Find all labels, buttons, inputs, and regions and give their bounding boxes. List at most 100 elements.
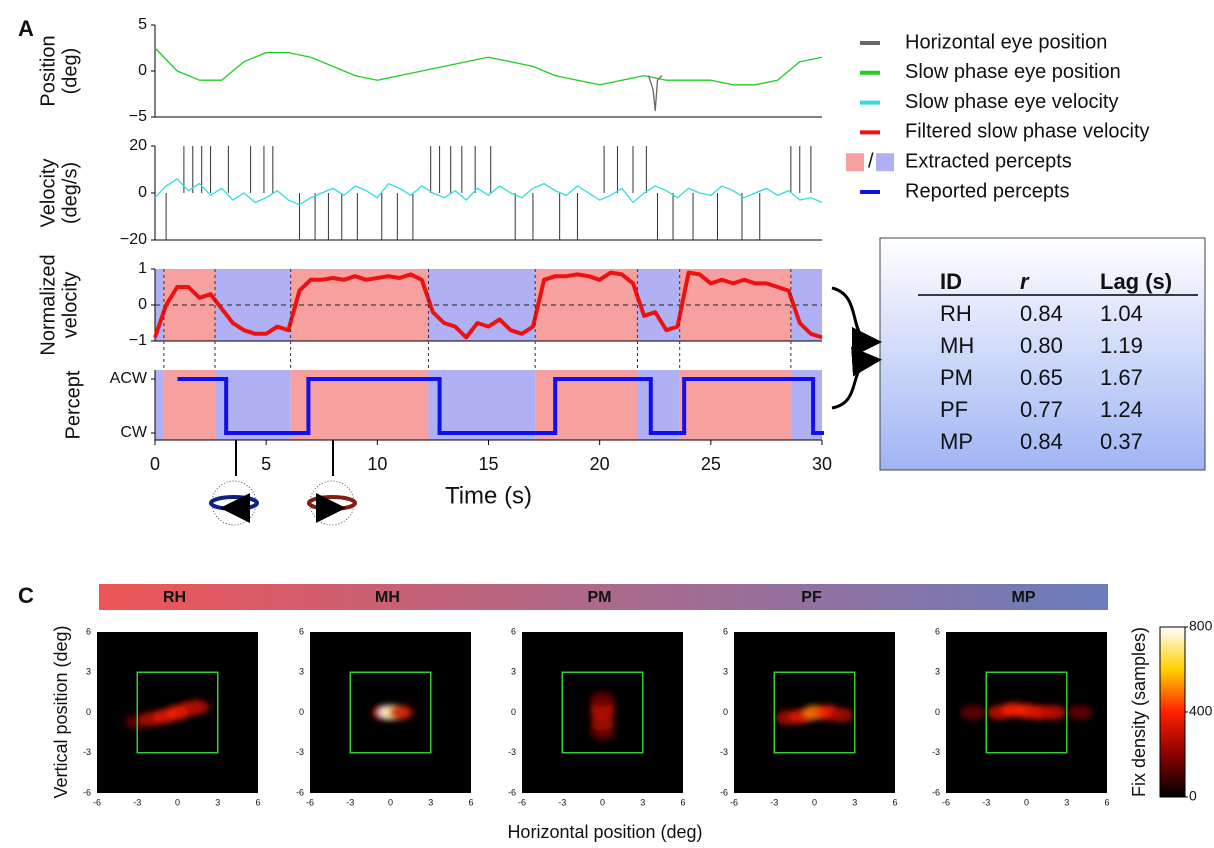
x-tick-label: 10	[367, 454, 387, 474]
table-cell: MH	[940, 333, 974, 358]
y-tick-label: 20	[129, 137, 147, 154]
y-tick-label: 6	[511, 626, 516, 636]
trace	[154, 178, 823, 206]
table-cell: 1.19	[1100, 333, 1143, 358]
density-blob	[590, 691, 615, 707]
y-tick-label: 0	[299, 707, 304, 717]
percept-interval	[428, 370, 536, 440]
y-tick-label: 3	[299, 667, 304, 677]
x-tick-label: 5	[261, 454, 271, 474]
x-tick-label: 3	[1064, 797, 1069, 807]
table-cell: 1.67	[1100, 365, 1143, 390]
legend-swatch	[876, 153, 894, 172]
density-blob	[389, 705, 414, 720]
y-tick-label: 3	[511, 667, 516, 677]
y-tick-label: 3	[86, 667, 91, 677]
table-cell: RH	[940, 301, 972, 326]
legend-label: Filtered slow phase velocity	[905, 121, 1150, 143]
x-tick-label: -6	[306, 797, 314, 807]
table-cell: 0.84	[1020, 429, 1063, 454]
trace	[154, 47, 823, 86]
percept-interval	[215, 269, 291, 341]
x-tick-label: -6	[518, 797, 526, 807]
x-tick-label: 6	[1104, 797, 1109, 807]
percept-interval	[290, 370, 429, 440]
x-tick-label: 0	[812, 797, 817, 807]
heatmap-density	[125, 699, 210, 730]
x-tick-label: 0	[1024, 797, 1029, 807]
trace	[153, 270, 823, 340]
trace	[647, 75, 663, 112]
density-blob	[829, 707, 854, 723]
y-tick-label: -3	[296, 747, 304, 757]
table-header: r	[1020, 269, 1030, 294]
table-cell: 0.80	[1020, 333, 1063, 358]
x-tick-label: 0	[388, 797, 393, 807]
table-cell: 0.77	[1020, 397, 1063, 422]
colorbar-tick-label: 0	[1189, 788, 1197, 804]
arrow	[831, 346, 882, 410]
y-tick-label: ACW	[110, 370, 148, 387]
x-tick-label: 15	[478, 454, 498, 474]
colorbar-label: Fix density (samples)	[1129, 627, 1149, 797]
x-axis-label: Horizontal position (deg)	[507, 822, 702, 842]
colorbar	[1159, 626, 1186, 798]
panel-label: A	[18, 16, 34, 41]
table-header: ID	[940, 269, 962, 294]
legend-label: Reported percepts	[905, 180, 1070, 202]
roi-box	[349, 671, 432, 754]
percept-interval	[155, 370, 164, 440]
x-tick-label: 6	[255, 797, 260, 807]
table-box	[879, 237, 1206, 471]
y-tick-label: −1	[129, 332, 147, 349]
y-tick-label: 0	[138, 296, 147, 313]
density-blob	[960, 705, 985, 720]
x-tick-label: -3	[346, 797, 354, 807]
x-tick-label: 3	[852, 797, 857, 807]
roi-box	[136, 671, 219, 754]
table-cell: 0.84	[1020, 301, 1063, 326]
table-cell: 0.37	[1100, 429, 1143, 454]
y-axis-label: Velocity	[37, 159, 59, 228]
y-tick-label: 0	[86, 707, 91, 717]
y-tick-label: -6	[720, 787, 728, 797]
y-tick-label: 0	[511, 707, 516, 717]
roi-box	[561, 671, 644, 754]
x-tick-label: 25	[701, 454, 721, 474]
y-axis-label: Normalized	[37, 254, 59, 355]
roi-box	[985, 671, 1068, 754]
table-cell: PM	[940, 365, 973, 390]
y-tick-label: 0	[935, 707, 940, 717]
y-tick-label: -6	[296, 787, 304, 797]
y-axis-label: (deg)	[59, 48, 81, 95]
y-tick-label: -3	[83, 747, 91, 757]
y-tick-label: -6	[932, 787, 940, 797]
percept-interval	[790, 370, 822, 440]
table-cell: 1.04	[1100, 301, 1143, 326]
roi-box	[773, 671, 856, 754]
subject-title: PF	[801, 589, 822, 606]
subject-title: MH	[375, 589, 400, 606]
density-blob	[590, 715, 615, 731]
subject-title: PM	[588, 589, 612, 606]
x-tick-label: -3	[558, 797, 566, 807]
x-tick-label: 3	[640, 797, 645, 807]
legend-label: Horizontal eye position	[905, 31, 1107, 53]
heatmap-density	[775, 705, 854, 726]
y-tick-label: CW	[120, 424, 148, 441]
x-tick-label: 3	[215, 797, 220, 807]
y-tick-label: −20	[120, 231, 147, 248]
y-tick-label: 1	[138, 260, 147, 277]
percept-interval	[637, 370, 680, 440]
x-tick-label: 0	[150, 454, 160, 474]
y-tick-label: -6	[508, 787, 516, 797]
subject-bar	[99, 584, 1108, 610]
legend-swatch	[846, 153, 864, 172]
x-tick-label: 0	[175, 797, 180, 807]
arrow	[831, 286, 882, 357]
colorbar-tick-label: 400	[1189, 703, 1213, 719]
y-tick-label: 5	[138, 16, 147, 33]
x-tick-label: 6	[892, 797, 897, 807]
y-axis-label: Position	[37, 35, 59, 106]
